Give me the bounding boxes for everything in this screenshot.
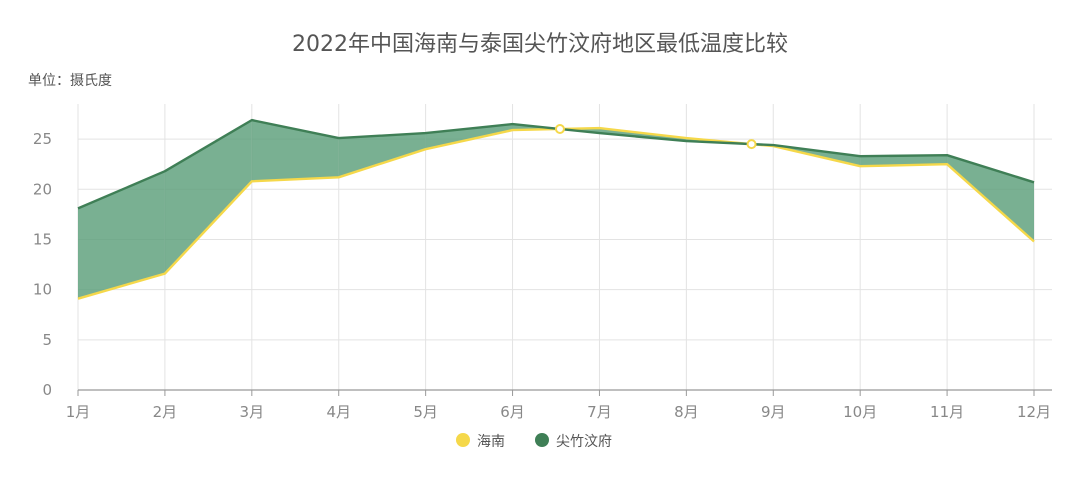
area-band-segment [251, 120, 339, 182]
y-tick-label: 5 [42, 331, 52, 349]
area-band-segment [78, 171, 165, 299]
highlight-points [554, 123, 757, 150]
legend-label-1: 尖竹汶府 [556, 433, 612, 450]
y-tick-label: 20 [33, 180, 52, 198]
x-tick-label: 1月 [66, 403, 91, 421]
x-tick-label: 2月 [153, 403, 178, 421]
area-band-segment [860, 155, 948, 167]
grid [77, 104, 1052, 390]
area-band-segment [164, 120, 252, 274]
legend-swatch-0 [456, 433, 470, 447]
legend: 海南 尖竹汶府 [456, 433, 612, 450]
x-tick-label: 12月 [1017, 403, 1051, 421]
axes [77, 389, 1052, 396]
area-band-segment [338, 133, 426, 178]
chart-title: 2022年中国海南与泰国尖竹汶府地区最低温度比较 [292, 32, 788, 57]
x-tick-label: 5月 [413, 403, 438, 421]
legend-label-0: 海南 [477, 434, 505, 450]
y-tick-label: 10 [33, 281, 52, 299]
crossing-marker [554, 123, 565, 134]
x-tick-label: 9月 [761, 403, 786, 421]
x-tick-labels: 1月 2月 3月 4月 5月 6月 7月 8月 9月 10月 11月 12月 [66, 403, 1051, 421]
x-tick-label: 4月 [326, 403, 351, 421]
x-tick-label: 10月 [843, 403, 877, 421]
legend-swatch-1 [535, 433, 549, 447]
crossing-marker [746, 139, 757, 150]
x-tick-label: 11月 [930, 403, 964, 421]
x-tick-label: 3月 [240, 403, 265, 421]
y-tick-label: 25 [33, 130, 52, 148]
y-tick-label: 0 [42, 381, 52, 399]
y-tick-label: 15 [33, 230, 52, 248]
x-tick-label: 6月 [500, 403, 525, 421]
area-fill [78, 120, 1034, 299]
x-tick-label: 7月 [587, 403, 612, 421]
x-tick-label: 8月 [674, 403, 699, 421]
unit-label: 单位：摄氏度 [28, 73, 112, 89]
y-tick-labels: 0 5 10 15 20 25 [33, 130, 52, 399]
area-band-segment [425, 124, 513, 150]
